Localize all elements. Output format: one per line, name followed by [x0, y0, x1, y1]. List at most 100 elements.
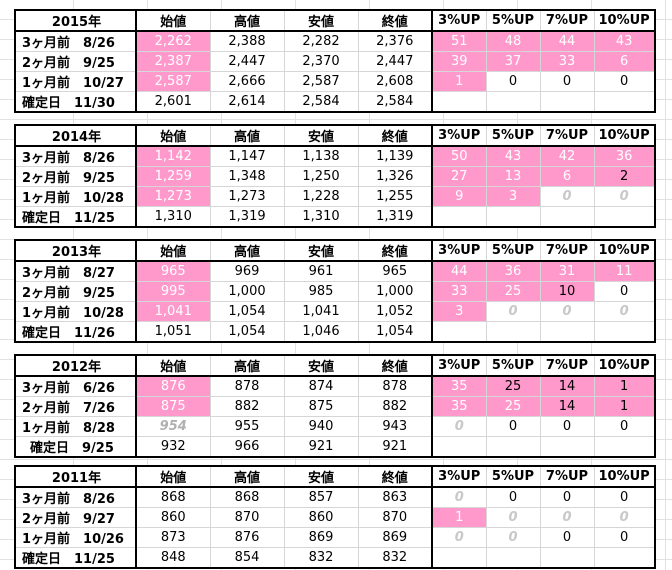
- open-cell[interactable]: 875: [135, 396, 210, 417]
- up7-cell[interactable]: 33: [539, 51, 594, 72]
- up5-header-cell[interactable]: 5%UP: [485, 9, 540, 32]
- row-label-cell[interactable]: 確定日 11/25: [14, 547, 137, 568]
- row-label-cell[interactable]: 3ヶ月前 8/26: [14, 30, 137, 52]
- up5-header-cell[interactable]: 5%UP: [485, 465, 540, 488]
- up5-cell[interactable]: 0: [485, 527, 540, 548]
- row-label-cell[interactable]: 1ヶ月前 10/28: [14, 186, 137, 207]
- up10-cell[interactable]: 0: [593, 507, 655, 528]
- high-cell[interactable]: 955: [209, 416, 284, 437]
- row-label-cell[interactable]: 2ヶ月前 9/25: [14, 51, 137, 72]
- open-cell[interactable]: 860: [135, 507, 210, 528]
- up7-cell[interactable]: [539, 547, 594, 568]
- low-cell[interactable]: 1,041: [283, 301, 358, 322]
- close-header-cell[interactable]: 終値: [357, 239, 433, 262]
- high-cell[interactable]: 854: [209, 547, 284, 568]
- up5-cell[interactable]: 48: [485, 30, 540, 52]
- up10-header-cell[interactable]: 10%UP: [593, 354, 655, 377]
- up3-cell[interactable]: 1: [431, 71, 486, 92]
- up5-cell[interactable]: 36: [485, 260, 540, 282]
- up7-cell[interactable]: 6: [539, 166, 594, 187]
- high-header-cell[interactable]: 高値: [209, 124, 284, 147]
- up10-cell[interactable]: 43: [593, 30, 655, 52]
- close-cell[interactable]: 1,139: [357, 145, 433, 167]
- up3-cell[interactable]: 0: [431, 486, 486, 508]
- up10-cell[interactable]: 0: [593, 301, 655, 322]
- up10-cell[interactable]: [593, 206, 655, 227]
- up3-cell[interactable]: 35: [431, 375, 486, 397]
- up10-cell[interactable]: [593, 547, 655, 568]
- up3-cell[interactable]: 50: [431, 145, 486, 167]
- row-label-cell[interactable]: 確定日 9/25: [14, 436, 137, 457]
- up7-cell[interactable]: 0: [539, 301, 594, 322]
- up10-cell[interactable]: [593, 91, 655, 112]
- up7-cell[interactable]: 14: [539, 375, 594, 397]
- up5-cell[interactable]: [485, 206, 540, 227]
- up10-cell[interactable]: [593, 321, 655, 342]
- close-cell[interactable]: 1,326: [357, 166, 433, 187]
- up7-header-cell[interactable]: 7%UP: [539, 354, 594, 377]
- high-header-cell[interactable]: 高値: [209, 9, 284, 32]
- up3-cell[interactable]: [431, 321, 486, 342]
- year-title-cell[interactable]: 2012年: [14, 354, 137, 377]
- row-label-cell[interactable]: 2ヶ月前 7/26: [14, 396, 137, 417]
- open-cell[interactable]: 1,051: [135, 321, 210, 342]
- high-cell[interactable]: 1,054: [209, 301, 284, 322]
- up10-cell[interactable]: 0: [593, 281, 655, 302]
- high-cell[interactable]: 878: [209, 375, 284, 397]
- open-cell[interactable]: 876: [135, 375, 210, 397]
- low-header-cell[interactable]: 安値: [283, 354, 358, 377]
- low-header-cell[interactable]: 安値: [283, 239, 358, 262]
- up10-header-cell[interactable]: 10%UP: [593, 124, 655, 147]
- up3-cell[interactable]: 44: [431, 260, 486, 282]
- up3-header-cell[interactable]: 3%UP: [431, 9, 486, 32]
- open-cell[interactable]: 1,259: [135, 166, 210, 187]
- up10-header-cell[interactable]: 10%UP: [593, 465, 655, 488]
- up10-cell[interactable]: 2: [593, 166, 655, 187]
- up3-header-cell[interactable]: 3%UP: [431, 465, 486, 488]
- up10-cell[interactable]: 0: [593, 486, 655, 508]
- up10-cell[interactable]: 0: [593, 416, 655, 437]
- low-cell[interactable]: 1,310: [283, 206, 358, 227]
- open-header-cell[interactable]: 始値: [135, 9, 210, 32]
- close-header-cell[interactable]: 終値: [357, 465, 433, 488]
- up7-cell[interactable]: 14: [539, 396, 594, 417]
- up3-cell[interactable]: 3: [431, 301, 486, 322]
- up5-cell[interactable]: 0: [485, 71, 540, 92]
- high-cell[interactable]: 2,447: [209, 51, 284, 72]
- high-cell[interactable]: 2,388: [209, 30, 284, 52]
- open-cell[interactable]: 2,262: [135, 30, 210, 52]
- open-cell[interactable]: 995: [135, 281, 210, 302]
- up5-header-cell[interactable]: 5%UP: [485, 124, 540, 147]
- high-cell[interactable]: 1,273: [209, 186, 284, 207]
- close-cell[interactable]: 878: [357, 375, 433, 397]
- up5-cell[interactable]: [485, 436, 540, 457]
- up10-cell[interactable]: 0: [593, 71, 655, 92]
- up7-cell[interactable]: 0: [539, 486, 594, 508]
- up7-cell[interactable]: 0: [539, 71, 594, 92]
- close-header-cell[interactable]: 終値: [357, 9, 433, 32]
- up5-cell[interactable]: [485, 91, 540, 112]
- up7-cell[interactable]: 42: [539, 145, 594, 167]
- high-cell[interactable]: 2,666: [209, 71, 284, 92]
- up3-cell[interactable]: 9: [431, 186, 486, 207]
- row-label-cell[interactable]: 2ヶ月前 9/25: [14, 166, 137, 187]
- up3-cell[interactable]: 39: [431, 51, 486, 72]
- low-cell[interactable]: 1,138: [283, 145, 358, 167]
- low-header-cell[interactable]: 安値: [283, 124, 358, 147]
- up5-cell[interactable]: 3: [485, 186, 540, 207]
- up3-header-cell[interactable]: 3%UP: [431, 124, 486, 147]
- close-cell[interactable]: 1,255: [357, 186, 433, 207]
- low-cell[interactable]: 874: [283, 375, 358, 397]
- close-cell[interactable]: 1,054: [357, 321, 433, 342]
- up5-header-cell[interactable]: 5%UP: [485, 239, 540, 262]
- up3-header-cell[interactable]: 3%UP: [431, 354, 486, 377]
- up3-cell[interactable]: 51: [431, 30, 486, 52]
- low-cell[interactable]: 857: [283, 486, 358, 508]
- up7-cell[interactable]: 10: [539, 281, 594, 302]
- up5-cell[interactable]: 0: [485, 301, 540, 322]
- open-header-cell[interactable]: 始値: [135, 465, 210, 488]
- up5-cell[interactable]: 25: [485, 396, 540, 417]
- open-cell[interactable]: 868: [135, 486, 210, 508]
- high-cell[interactable]: 876: [209, 527, 284, 548]
- close-cell[interactable]: 2,447: [357, 51, 433, 72]
